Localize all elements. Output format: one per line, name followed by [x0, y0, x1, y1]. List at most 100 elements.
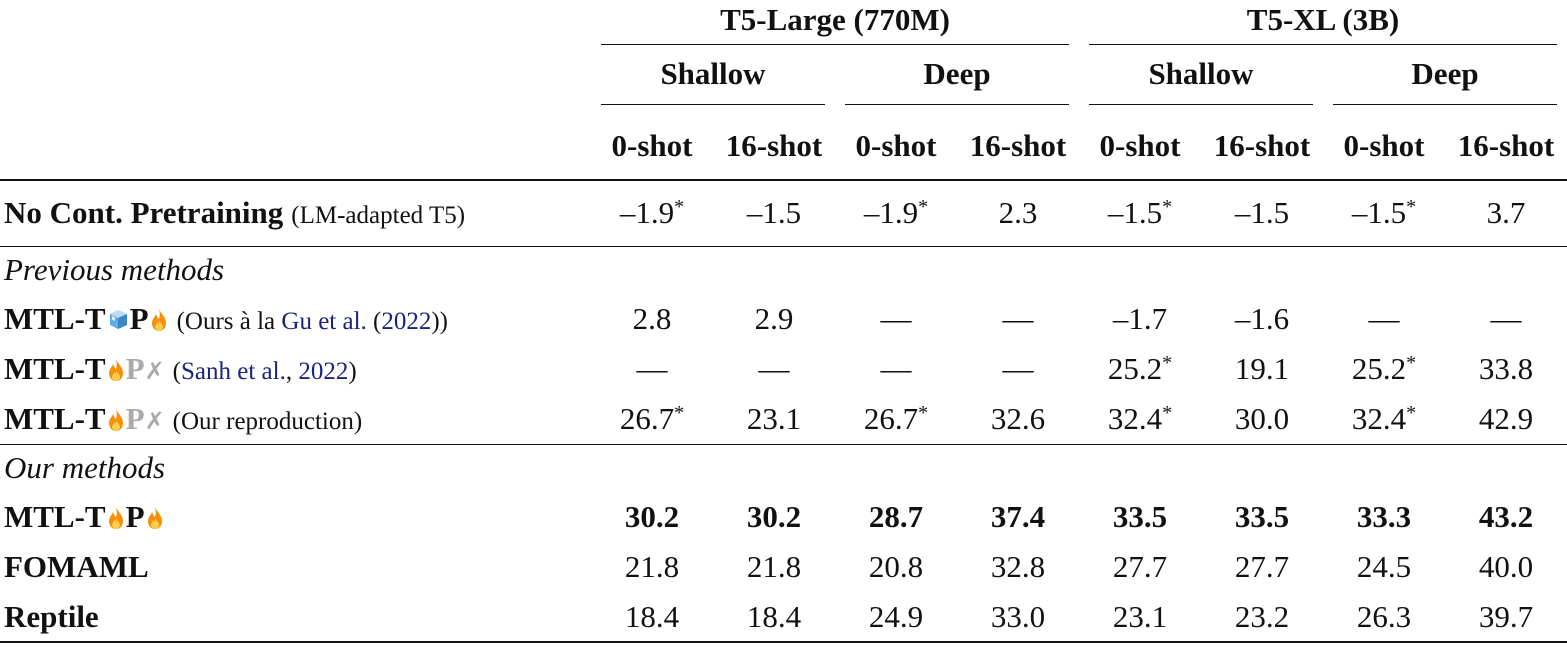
method-name: P	[129, 301, 149, 336]
corner	[0, 113, 591, 180]
cell: 30.2	[624, 499, 680, 534]
fire-icon	[106, 408, 126, 432]
model-label: T5-XL (3B)	[1089, 2, 1557, 45]
variant-header: Shallow	[591, 47, 835, 113]
cell: 25.2*	[1079, 344, 1201, 394]
header-row: Shallow Deep Shallow Deep	[0, 47, 1567, 113]
note-text: (LM-adapted T5)	[291, 202, 466, 230]
cell-marker: *	[1406, 352, 1417, 374]
cell-marker: *	[1162, 352, 1173, 374]
cell: 30.0	[1234, 400, 1290, 436]
cell: 26.3	[1356, 598, 1412, 634]
cell: –1.5*	[1323, 180, 1445, 246]
variant-header: Shallow	[1079, 47, 1323, 113]
citation[interactable]: 2022	[298, 358, 349, 385]
cell-marker: *	[674, 401, 685, 424]
cell-value: –1.9	[619, 195, 675, 231]
cell: –1.7	[1112, 301, 1168, 336]
section-title: Previous methods	[4, 252, 225, 288]
cell: 26.7*	[835, 394, 957, 444]
cell: 24.9	[868, 598, 924, 634]
citation[interactable]: 2022	[381, 308, 432, 335]
fire-icon	[145, 506, 165, 530]
row-label: Reptile	[0, 592, 591, 642]
header-row: T5-Large (770M) T5-XL (3B)	[0, 0, 1567, 47]
cell-value: 25.2	[1107, 351, 1163, 386]
cell: 23.1	[1112, 598, 1168, 634]
note-text: (Our reproduction)	[172, 407, 363, 435]
cell: —	[880, 351, 912, 386]
cell: 40.0	[1478, 549, 1534, 584]
cell-value: 26.7	[619, 400, 675, 436]
corner	[0, 0, 591, 47]
cell: —	[636, 351, 668, 386]
row: MTL-T P 30.2 30.2 28.7 37.4 33.5 33.5 33.3 43.2	[0, 492, 1567, 542]
cell: —	[1368, 301, 1400, 336]
shot-header: 16-shot	[969, 128, 1067, 163]
row: MTL-T P✗ (Our reproduction) 26.7* 23.1 26.7*…	[0, 394, 1567, 444]
cell-value: 26.7	[863, 400, 919, 436]
cell: 18.4	[624, 598, 680, 634]
method-name: No Cont. Pretraining	[4, 195, 284, 231]
cell: 32.4*	[1323, 394, 1445, 444]
cell-marker: *	[1406, 196, 1417, 219]
cell: 23.1	[746, 400, 802, 436]
cell: 26.7*	[591, 394, 713, 444]
row: Reptile 18.4 18.4 24.9 33.0 23.1 23.2 26.3 39.7	[0, 592, 1567, 642]
fire-icon	[106, 358, 126, 382]
cell: –1.5	[746, 195, 802, 231]
shot-header: 0-shot	[611, 128, 693, 163]
model-header: T5-Large (770M)	[591, 0, 1079, 47]
note-text: (Ours à la	[176, 308, 282, 335]
variant-label: Shallow	[601, 56, 825, 105]
ice-icon	[106, 306, 130, 332]
variant-header: Deep	[1323, 47, 1567, 113]
cell-value: –1.5	[1107, 195, 1163, 231]
row-label: FOMAML	[0, 542, 591, 592]
cell: 3.7	[1486, 195, 1526, 231]
section-title: Our methods	[4, 450, 166, 486]
section-row: Our methods	[0, 444, 1567, 492]
header-row: 0-shot 16-shot 0-shot 16-shot 0-shot 16-shot 0…	[0, 113, 1567, 180]
note-text: ))	[431, 308, 449, 335]
shot-header: 0-shot	[855, 128, 937, 163]
citation[interactable]: Sanh et al.	[181, 358, 286, 385]
shot-header: 16-shot	[1457, 128, 1555, 163]
cell: 37.4	[990, 499, 1046, 534]
cell: 32.6	[990, 400, 1046, 436]
cell: 2.3	[998, 195, 1038, 231]
cell-marker: *	[918, 196, 929, 219]
method-name: Reptile	[4, 598, 99, 634]
note: (Our reproduction)	[165, 408, 363, 435]
shot-header: 16-shot	[725, 128, 823, 163]
method-name: P	[125, 499, 145, 534]
cell: 39.7	[1478, 598, 1534, 634]
note: (Sanh et al., 2022)	[165, 358, 357, 385]
row-label: MTL-T P (Ours à la Gu et al. (2022))	[0, 294, 591, 344]
cell: 27.7	[1112, 549, 1168, 584]
cell-marker: *	[1406, 401, 1417, 424]
cell-marker: *	[1162, 196, 1173, 219]
cell: 24.5	[1356, 549, 1412, 584]
cell-value: –1.9	[863, 195, 919, 231]
corner	[0, 47, 591, 113]
method-name: FOMAML	[4, 549, 149, 584]
cell: 33.5	[1234, 499, 1290, 534]
cell-marker: *	[1162, 401, 1173, 424]
cross-mark: ✗	[144, 357, 165, 385]
cell: 42.9	[1478, 400, 1534, 436]
cell: 27.7	[1234, 549, 1290, 584]
note-text: (	[172, 358, 181, 385]
row-label: MTL-T P	[0, 492, 591, 542]
cell: 28.7	[868, 499, 924, 534]
method-name: MTL-T	[4, 499, 106, 534]
cell: –1.9*	[591, 180, 713, 246]
fire-icon	[149, 308, 169, 332]
cell: 33.0	[990, 598, 1046, 634]
cell: —	[1002, 351, 1034, 386]
cell: 19.1	[1234, 351, 1290, 386]
citation[interactable]: Gu et al.	[281, 308, 367, 335]
row: No Cont. Pretraining (LM-adapted T5) –1.9…	[0, 180, 1567, 246]
cell: —	[758, 351, 790, 386]
